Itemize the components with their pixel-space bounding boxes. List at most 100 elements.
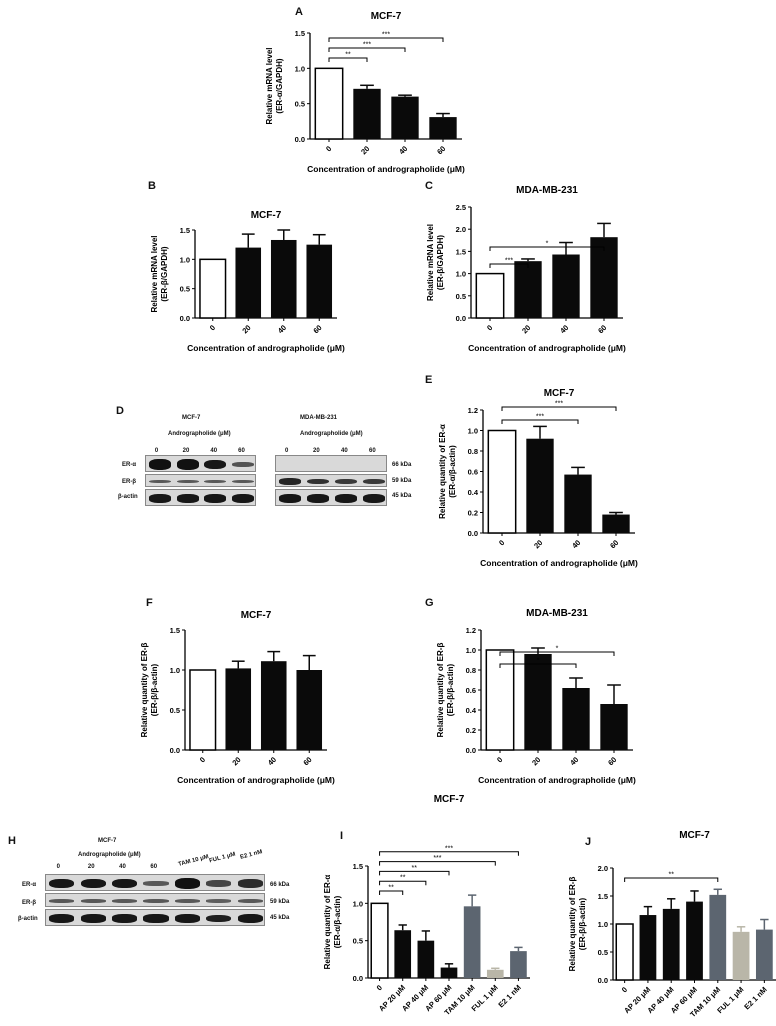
blot-d-right-title: MDA-MB-231 [300, 415, 338, 421]
bar-4 [463, 906, 481, 978]
significance-label: *** [505, 258, 513, 265]
y-tick-label: 1.0 [170, 666, 180, 675]
x-axis-label: Concentration of andrographolide (μM) [478, 775, 636, 785]
blot-h-er-alpha [45, 874, 265, 891]
blot-d-right-lane-label: 40 [341, 448, 348, 454]
x-tick-label: 0 [497, 538, 506, 547]
bar-1 [524, 654, 552, 750]
x-tick-label: 0 [198, 755, 207, 764]
x-axis-label: Concentration of andrographolide (μM) [480, 558, 638, 568]
significance-label: *** [445, 845, 453, 852]
blot-d-left-lane-label: 40 [210, 448, 218, 454]
band [80, 914, 106, 923]
band [174, 878, 200, 889]
y-tick-label: 1.5 [353, 862, 363, 871]
significance-bracket [489, 246, 605, 251]
y-tick-label: 0.0 [456, 314, 466, 323]
bar-0 [314, 67, 344, 140]
y-tick-label: 0.5 [170, 706, 180, 715]
bar-0 [370, 902, 389, 979]
bar-2 [564, 474, 592, 533]
y-tick-label: 0.5 [456, 292, 466, 301]
band [306, 494, 330, 503]
blot-d-size-66: 66 kDa [392, 462, 412, 468]
band [176, 459, 199, 470]
blot-d-right-lane-label: 0 [285, 448, 289, 454]
significance-label: *** [363, 42, 371, 49]
x-tick-label: 60 [301, 755, 313, 767]
blot-d-left-lane-label: 60 [238, 448, 245, 454]
y-tick-label: 1.5 [456, 247, 466, 256]
chart-title: MCF-7 [251, 210, 282, 221]
bar-4 [709, 894, 727, 980]
significance-label: ** [400, 875, 406, 882]
y-tick-label: 1.0 [295, 64, 305, 73]
significance-label: *** [382, 32, 390, 39]
blot-h-size-66: 66 kDa [270, 882, 290, 888]
x-tick-label: 20 [230, 755, 242, 767]
y-tick-label: 0.0 [295, 135, 305, 144]
significance-bracket [379, 880, 427, 886]
y-tick-label: 2.0 [456, 225, 466, 234]
x-tick-label: 40 [266, 755, 278, 767]
significance-label: * [537, 658, 540, 665]
chart-a: 0.00.51.01.50 20 40 60********MCF-7Relative… [265, 11, 465, 174]
significance-bracket [379, 861, 496, 866]
blot-d-right-er-alpha [275, 455, 387, 472]
blot-h-title: MCF-7 [98, 838, 117, 844]
significance-label: ** [412, 865, 418, 872]
y-tick-label: 0.4 [466, 706, 477, 715]
significance-label: *** [555, 401, 563, 408]
blot-d-size-45: 45 kDa [392, 493, 412, 499]
band [80, 899, 106, 903]
band [362, 478, 386, 485]
y-axis-label: Relative mRNA level [265, 47, 274, 124]
band [49, 878, 75, 889]
x-tick-label: 40 [558, 323, 570, 335]
blot-h-beta-actin [45, 909, 265, 926]
bar-1 [639, 915, 657, 980]
blot-h-lane-label: 40 [119, 864, 126, 870]
significance-bracket [501, 406, 617, 411]
y-tick-label: 1.2 [468, 406, 478, 415]
y-axis-label: (ER-β/β-actin) [150, 663, 159, 716]
band [49, 914, 75, 923]
x-axis-label: Concentration of andrographolide (μM) [468, 343, 626, 353]
panel-label-e: E [425, 374, 433, 386]
y-axis-label: (ER-α/β-actin) [448, 445, 457, 498]
bar-0 [199, 258, 227, 319]
bar-3 [429, 117, 457, 139]
panel-label-c: C [425, 180, 433, 192]
blot-h-size-59: 59 kDa [270, 899, 290, 905]
bar-2 [662, 908, 680, 980]
chart-title: MDA-MB-231 [516, 185, 578, 196]
blot-d-right-er-beta [275, 474, 387, 487]
y-tick-label: 0.6 [466, 686, 476, 695]
blot-h-lane-label: 60 [150, 864, 158, 870]
x-tick-label: 40 [568, 755, 580, 767]
y-tick-label: 0.8 [466, 666, 476, 675]
x-tick-label: 20 [532, 538, 544, 550]
chart-title: MCF-7 [241, 610, 272, 621]
bar-3 [686, 901, 703, 980]
x-tick-label: 60 [435, 144, 447, 156]
x-tick-label: 60 [596, 323, 608, 335]
chart-g: 0.0 0.2 0.4 0.6 0.8 1.0 1.2 0 20 40 60 * * MDA-MB-231… [436, 608, 636, 785]
x-tick-label: 40 [570, 538, 582, 550]
blot-d-row-label-er-alpha: ER-α [122, 462, 137, 468]
y-tick-label: 0.8 [468, 447, 478, 456]
x-tick-label: 40 [276, 323, 288, 335]
y-tick-label: 1.5 [180, 226, 190, 235]
bar-2 [552, 254, 580, 318]
band [80, 878, 106, 889]
y-tick-label: 1.5 [170, 626, 180, 635]
chart-c: 0.00.51.01.52.02.50 20 40 60****MDA-MB-231R… [426, 185, 626, 353]
band [232, 461, 255, 468]
chart-title: MCF-7 [679, 830, 710, 841]
y-axis-label: (ER-β/β-actin) [578, 897, 587, 950]
blot-d-left-lane-label: 0 [154, 448, 159, 454]
significance-bracket [328, 57, 368, 62]
blot-d-row-label-er-beta: ER-β [122, 479, 136, 485]
y-tick-label: 1.0 [180, 255, 190, 264]
